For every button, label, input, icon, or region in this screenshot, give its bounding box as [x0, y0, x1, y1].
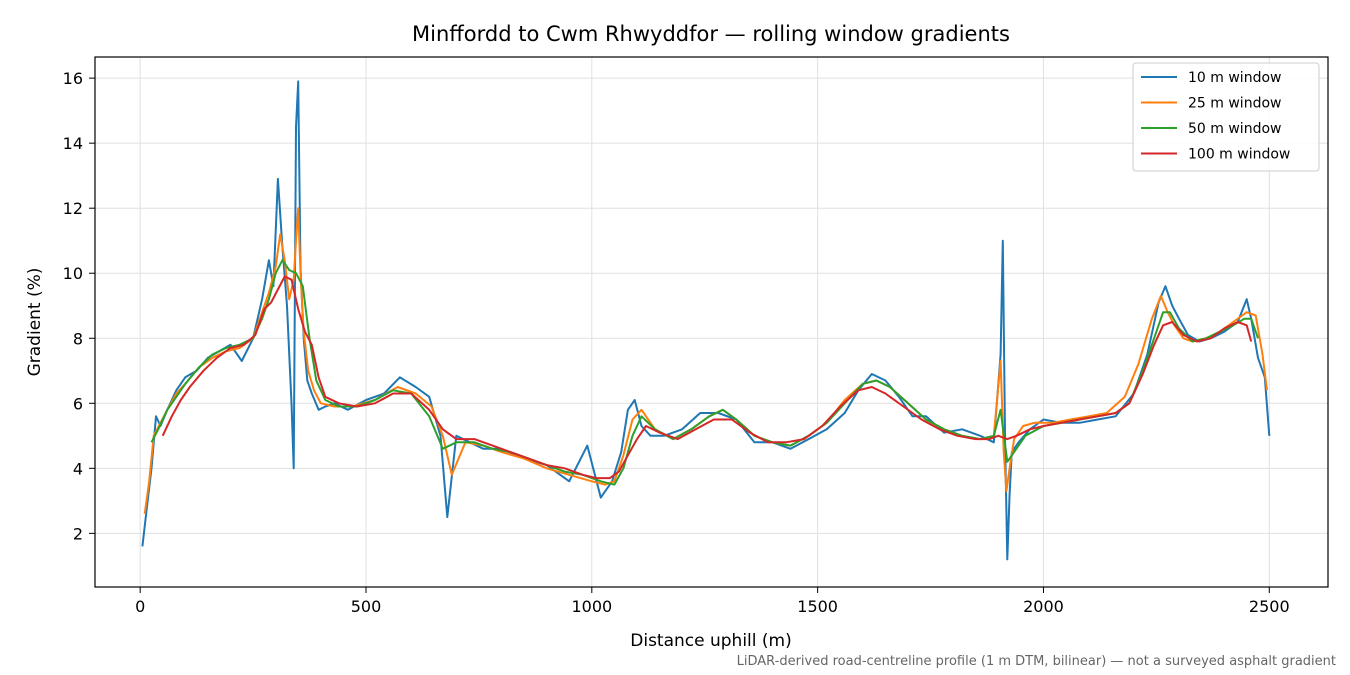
x-tick-label: 500 — [351, 597, 382, 616]
series-line-1 — [141, 80, 1271, 561]
y-tick-label: 6 — [73, 394, 83, 413]
y-axis-label: Gradient (%) — [25, 268, 45, 377]
legend: 10 m window 25 m window 50 m window 100 m w… — [1132, 62, 1320, 172]
series-line-4 — [161, 275, 1253, 480]
x-tick-label: 1000 — [571, 597, 612, 616]
chart-title: Minffordd to Cwm Rhwyddfor — rolling win… — [412, 22, 1010, 46]
legend-box — [1132, 62, 1320, 172]
footnote: LiDAR-derived road-centreline profile (1… — [737, 654, 1336, 669]
legend-label: 50 m window — [1188, 121, 1281, 137]
x-tick-label: 1500 — [797, 597, 838, 616]
plot-area — [141, 80, 1271, 561]
axes-frame — [94, 56, 1329, 588]
x-tick-label: 0 — [135, 597, 145, 616]
y-tick-label: 14 — [63, 134, 83, 153]
y-axis-ticks: 2 4 6 8 10 12 14 16 — [63, 69, 95, 543]
y-tick-label: 8 — [73, 329, 83, 348]
y-tick-label: 16 — [63, 69, 83, 88]
legend-label: 100 m window — [1188, 147, 1290, 163]
x-axis-ticks: 0 500 1000 1500 2000 2500 — [135, 587, 1290, 616]
y-tick-label: 10 — [63, 264, 83, 283]
x-axis-label: Distance uphill (m) — [630, 631, 791, 651]
legend-label: 10 m window — [1188, 70, 1281, 86]
legend-label: 25 m window — [1188, 96, 1281, 112]
y-tick-label: 2 — [73, 524, 83, 543]
x-tick-label: 2500 — [1249, 597, 1290, 616]
y-tick-label: 12 — [63, 199, 83, 218]
x-tick-label: 2000 — [1023, 597, 1064, 616]
y-tick-label: 4 — [73, 459, 83, 478]
